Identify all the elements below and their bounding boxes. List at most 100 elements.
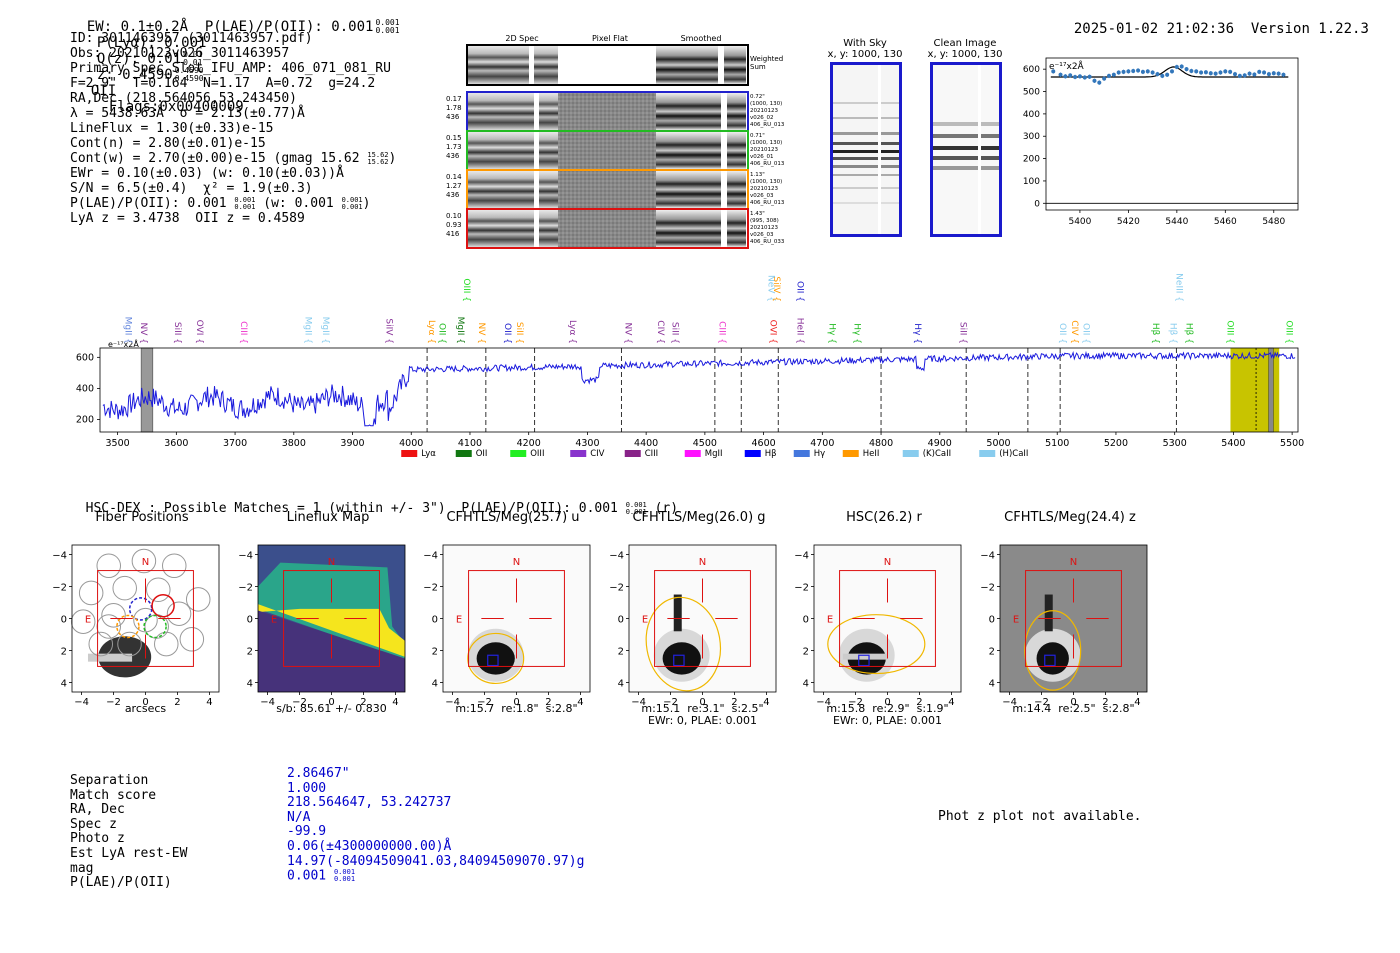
cutout-ytick-label: 0 [989, 615, 995, 626]
zoom-ytick-label: 200 [1023, 155, 1040, 165]
cutout-caption-line1: arcsecs [124, 702, 167, 715]
zoom-data-point [1092, 78, 1097, 83]
zoom-xtick-label: 5400 [1068, 217, 1091, 227]
spec2d-row-left-label: 0.15 [446, 134, 462, 142]
spectrum-xtick-label: 4600 [752, 438, 776, 449]
cutout-title: HSC(26.2) r [846, 510, 922, 525]
zoom-line-chart: 0 100 200 300 400 500 600 5400 5420 5440 5460 5480 e… [1023, 57, 1299, 227]
sky-band [830, 150, 902, 153]
spectrum-line-label: OII { [1057, 323, 1067, 344]
east-label: E [642, 615, 648, 626]
fiber-circle [88, 631, 114, 657]
sky-band [830, 117, 902, 119]
spec2d-row-flat [558, 210, 656, 247]
spec2d-row-right-label: (1000, 130) [750, 101, 782, 107]
east-label: E [85, 615, 91, 626]
spectrum-legend-label: OII [476, 449, 488, 459]
zoom-data-point [1150, 70, 1155, 75]
spectrum-line-label: Hβ { [1183, 323, 1193, 344]
spectrum-line-label: Hβ { [1168, 323, 1178, 344]
cutout-ytick-label: 4 [432, 678, 438, 689]
zoom-data-point [1218, 70, 1223, 75]
spectrum-line-label: SiIV { [771, 276, 781, 302]
cutout-caption: s/b: 85.61 +/- 0.830 [248, 703, 415, 715]
source-marker [1044, 654, 1056, 667]
spectrum-line-label: SiIV { [384, 318, 394, 344]
zoom-ytick-label: 100 [1023, 177, 1040, 187]
zoom-xtick-label: 5460 [1214, 217, 1237, 227]
spec2d-row-left-label: 436 [446, 191, 460, 199]
spectrum-line-label: Hβ { [1150, 323, 1160, 344]
cutout-ytick-label: 0 [247, 615, 253, 626]
spec2d-row-left-label: 1.78 [446, 104, 462, 112]
fiber-circle [185, 587, 211, 612]
cutout-title: CFHTLS/Meg(25.7) u [446, 510, 580, 525]
spec2d-row-right-label: v026_02 [750, 115, 774, 121]
spectrum-xtick-label: 5300 [1163, 438, 1187, 449]
spectrum-xtick-label: 3900 [340, 438, 364, 449]
cutout-xtick-label: −2 [477, 697, 492, 705]
cutout-ytick-label: 2 [247, 646, 253, 657]
cutout-caption-line1: m:15.1 re:3.1" s:2.5" [641, 702, 764, 715]
cutout-ytick-label: 4 [618, 678, 624, 689]
spec2d-row-right-label: 20210123 [750, 186, 778, 192]
zoom-data-point [1184, 67, 1189, 72]
zoom-data-point [1136, 68, 1141, 73]
zoom-data-point [1233, 72, 1237, 77]
info-fiber-params: F=2.9" T=0.164 N=1.17 A=0.72 g=24.2 [70, 76, 376, 91]
info-obs: Obs: 20210123v026_3011463957 [70, 46, 290, 61]
cutout-ytick-label: −4 [52, 551, 67, 562]
header-qz: Q(z): 0.01 [96, 51, 182, 67]
cutout-panel: Fiber Positions N E −4 4 −2 2 0 0 2 −2 4 −4 arcsecs [52, 510, 232, 715]
galaxy-core [662, 642, 701, 675]
cutout-image: N E −4 4 −2 2 0 0 2 −2 4 −4 [52, 544, 220, 705]
spec2d-row-right-label: (1000, 130) [750, 140, 782, 146]
info-ewr: EWr = 0.10(±0.03) (w: 0.10(±0.03))Å [70, 166, 344, 181]
spectrum-legend-swatch [624, 450, 641, 457]
spectrum-legend-label: HeII [863, 449, 880, 459]
east-label: E [827, 615, 833, 626]
spectrum-gray-band-left [140, 347, 154, 433]
galaxy-streak [1044, 594, 1053, 632]
spectrum-ytick-label: 400 [76, 383, 94, 394]
cutout-xtick-label: −2 [663, 697, 678, 705]
spec2d-weighted-sum: Weighted Sum [466, 44, 783, 86]
cutout-caption-line1: m:15.7 re:1.8" s:2.8" [455, 702, 578, 715]
spectrum-line-label: OII { [1081, 323, 1091, 344]
fiber-highlight [116, 614, 140, 639]
info-plae-w-frac: 0.001 0.001 [342, 196, 363, 211]
cutout-panel: CFHTLS/Meg(24.4) z N E −4 4 −2 2 0 0 2 −2 4 −4 m:14.4… [980, 510, 1160, 715]
fiber-circle [96, 614, 122, 639]
match-val-score: 1.000 [287, 780, 327, 796]
spectrum-flux-line [102, 350, 1296, 427]
source-marker [858, 654, 870, 667]
detection-info: ID: 3011463957 (3011463957.pdf) Obs: 202… [70, 31, 396, 226]
aperture-box [283, 570, 380, 667]
east-label: E [456, 615, 462, 626]
fiber-circle [133, 607, 158, 633]
cutout-image: N E −4 4 −2 2 0 0 2 −2 4 −4 [609, 544, 777, 705]
hsc-title-text: HSC-DEX : Possible Matches = 1 (within +… [85, 501, 618, 516]
info-gmag-frac: 15.62 15.62 [367, 151, 388, 166]
info-lya-oii-z: LyA z = 3.4738 OII z = 0.4589 [70, 211, 305, 226]
with-sky-title-text: With Sky [843, 38, 887, 49]
zoom-ytick-label: 600 [1023, 65, 1040, 75]
info-plae-sup: 0.001 [234, 195, 256, 204]
aperture-box [1025, 570, 1122, 667]
match-label-score: Match score [70, 787, 157, 803]
spec2d-row-2d [468, 171, 558, 208]
zoom-ytick-label: 500 [1023, 88, 1040, 98]
cutout-ytick-label: 0 [618, 615, 624, 626]
match-plae-sub: 0.001 [333, 875, 356, 884]
cutout-ytick-label: 4 [989, 678, 995, 689]
spectrum-xtick-label: 5100 [1045, 438, 1069, 449]
spec2d-row-right-label: 406_RU_013 [750, 161, 785, 167]
east-label: E [1013, 615, 1019, 626]
sky-band [830, 165, 902, 168]
aperture-box [97, 570, 194, 667]
spectrum-xtick-label: 4700 [810, 438, 834, 449]
zoom-data-point [1194, 69, 1199, 74]
zoom-data-point [1107, 73, 1111, 78]
cutout-xtick-label: 2 [1102, 697, 1108, 705]
spec2d-row-gap [534, 132, 539, 169]
